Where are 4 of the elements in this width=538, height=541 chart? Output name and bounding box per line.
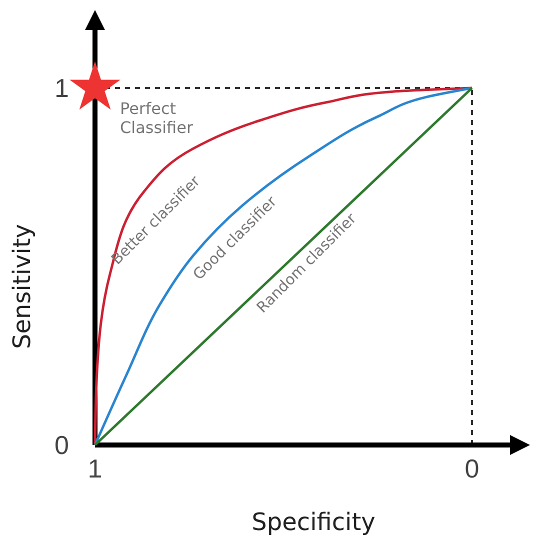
y-axis-title: Sensitivity: [8, 224, 36, 349]
x-axis-title: Specificity: [252, 508, 376, 536]
line-series: [94, 86, 474, 446]
series-label: Perfect Classifier: [120, 99, 194, 138]
